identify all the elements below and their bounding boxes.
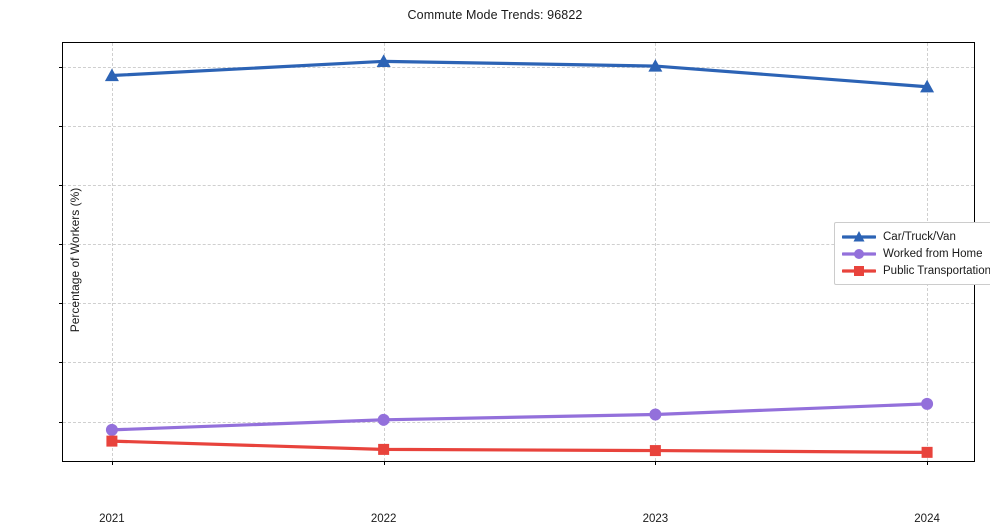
gridline-horizontal (63, 303, 974, 305)
gridline-horizontal (63, 421, 974, 423)
series-public-transportation (106, 435, 933, 458)
data-point-marker (376, 54, 391, 67)
x-tick-mark (383, 461, 385, 465)
series-line (110, 439, 929, 454)
legend-label: Public Transportation (883, 264, 990, 277)
series-line (110, 402, 929, 432)
y-tick-mark (59, 244, 63, 246)
data-point-marker (104, 68, 119, 82)
legend-swatch-square-icon (842, 265, 876, 276)
gridline-horizontal (63, 184, 974, 186)
y-tick-mark (59, 421, 63, 423)
chart-title: Commute Mode Trends: 96822 (407, 8, 583, 22)
x-tick-label: 2024 (914, 513, 940, 525)
gridline-vertical (655, 43, 657, 461)
y-tick-mark (59, 66, 63, 68)
legend-swatch-triangle-icon (842, 230, 876, 241)
x-tick-label: 2023 (642, 513, 669, 525)
data-point-marker (920, 79, 935, 93)
data-point-marker (649, 408, 662, 421)
y-tick-mark (59, 303, 63, 305)
gridline-vertical (111, 43, 113, 461)
gridline-horizontal (63, 125, 974, 127)
data-point-marker (378, 443, 390, 455)
legend-label: Worked from Home (883, 247, 983, 260)
x-tick-mark (655, 461, 657, 465)
chart-legend: Car/Truck/Van Worked from Home Public Tran… (834, 222, 990, 285)
y-axis-label: Percentage of Workers (%) (68, 187, 82, 333)
data-point-marker (377, 413, 390, 426)
chart-figure: Commute Mode Trends: 96822 10%20%30%40%5… (59, 8, 990, 525)
y-tick-mark (59, 184, 63, 186)
legend-item[interactable]: Car/Truck/Van (842, 228, 990, 245)
series-car-truck-van (104, 54, 935, 93)
y-tick-mark (59, 362, 63, 364)
legend-item[interactable]: Worked from Home (842, 245, 990, 262)
data-point-marker (921, 397, 934, 410)
legend-item[interactable]: Public Transportation (842, 262, 990, 279)
series-layer (104, 54, 935, 458)
gridline-horizontal (63, 362, 974, 364)
y-tick-mark (59, 125, 63, 127)
data-point-marker (105, 423, 118, 436)
series-worked-from-home (105, 397, 934, 436)
x-tick-mark (111, 461, 113, 465)
x-tick-label: 2022 (370, 513, 397, 525)
x-tick-mark (927, 461, 929, 465)
data-point-marker (921, 446, 933, 458)
series-line (110, 59, 929, 89)
data-point-marker (648, 59, 663, 72)
data-point-marker (649, 445, 661, 457)
gridline-horizontal (63, 244, 974, 246)
gridline-horizontal (63, 66, 974, 68)
legend-swatch-circle-icon (842, 248, 876, 259)
x-tick-label: 2021 (99, 513, 125, 525)
data-point-marker (106, 435, 118, 447)
gridline-vertical (383, 43, 385, 461)
legend-label: Car/Truck/Van (883, 230, 956, 243)
